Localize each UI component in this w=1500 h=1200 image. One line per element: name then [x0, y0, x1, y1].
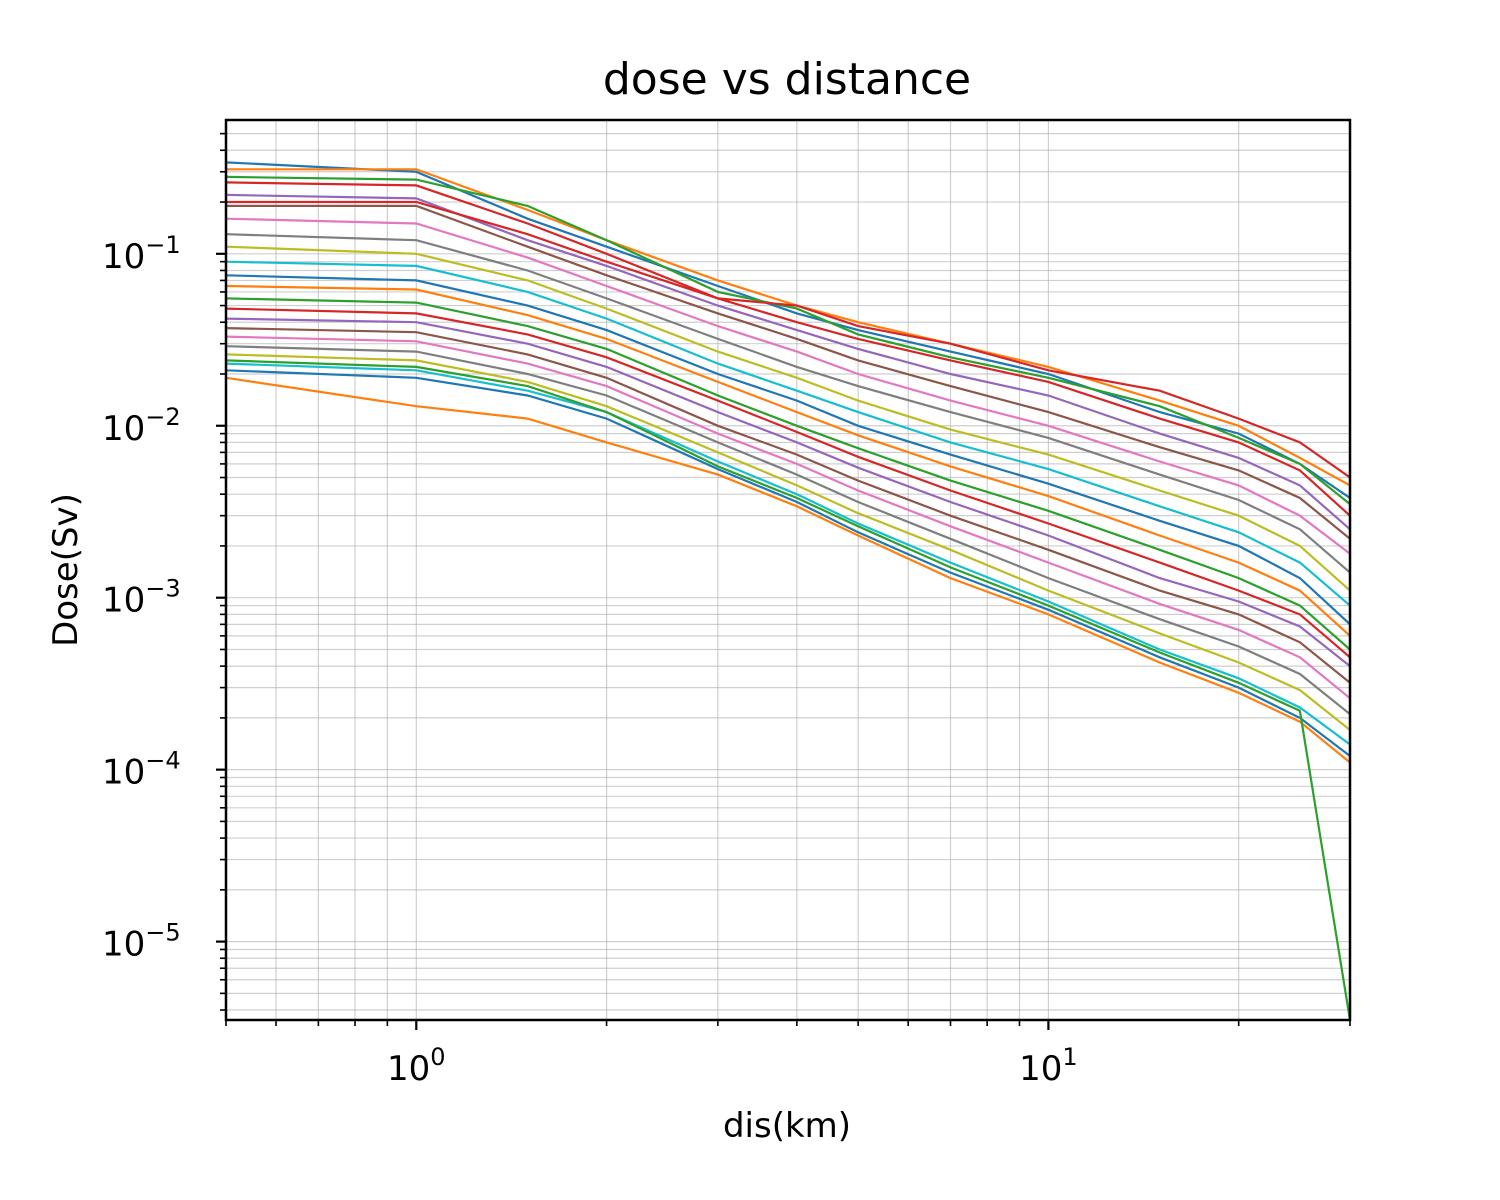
y-tick-label: 10−2 — [102, 403, 181, 449]
series-line — [226, 297, 1350, 651]
series-line — [226, 335, 1350, 700]
y-tick-label: 10−5 — [102, 919, 181, 965]
y-axis-ticks: 10−1 10−2 10−3 10−4 10−5 — [102, 132, 226, 1011]
series-line — [226, 204, 1350, 540]
series-line — [226, 376, 1350, 764]
series-line — [226, 260, 1350, 607]
y-tick-label: 10−4 — [102, 747, 181, 793]
series-group — [226, 161, 1350, 1020]
series-line — [226, 181, 1350, 517]
series-line — [226, 359, 1350, 1020]
series-line — [226, 245, 1350, 592]
series-line — [226, 345, 1350, 716]
x-axis-ticks: 100 101 — [225, 1020, 1351, 1089]
y-tick-label: 10−3 — [102, 575, 181, 621]
grid — [225, 120, 1351, 1020]
chart-title: dose vs distance — [603, 54, 971, 105]
x-axis-label: dis(km) — [723, 1106, 851, 1146]
series-line — [226, 217, 1350, 555]
series-line — [226, 317, 1350, 667]
series-line — [226, 284, 1350, 637]
series-line — [226, 200, 1350, 479]
series-line — [226, 369, 1350, 757]
series-line — [226, 353, 1350, 731]
y-tick-label: 10−1 — [102, 231, 181, 277]
series-line — [226, 327, 1350, 684]
series-line — [226, 362, 1350, 746]
series-line — [226, 168, 1350, 487]
plot-frame — [224, 118, 1352, 1022]
x-tick-label: 100 — [387, 1043, 446, 1089]
y-axis-label: Dose(Sv) — [46, 493, 86, 647]
x-tick-label: 101 — [1019, 1043, 1078, 1089]
series-line — [226, 161, 1350, 499]
series-line — [226, 274, 1350, 626]
series-line — [226, 175, 1350, 506]
series-line — [226, 307, 1350, 659]
series-line — [226, 193, 1350, 531]
series-line — [226, 233, 1350, 574]
